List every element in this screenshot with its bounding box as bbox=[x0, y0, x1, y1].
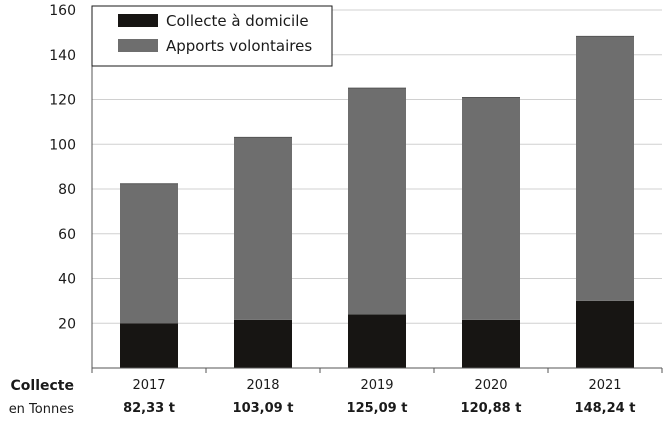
bar-2017-series-1 bbox=[120, 183, 178, 324]
bar-2021-series-1 bbox=[576, 36, 634, 301]
bar-2021-series-0 bbox=[576, 300, 634, 368]
legend-label-collecte-domicile: Collecte à domicile bbox=[166, 12, 309, 30]
y-tick-label-20: 20 bbox=[58, 316, 76, 332]
total-value-2019: 125,09 t bbox=[347, 401, 408, 416]
totals-row: Collecte en Tonnes 82,33 t 103,09 t 125,09… bbox=[9, 378, 636, 417]
legend-swatch-apports-volontaires bbox=[118, 39, 158, 52]
legend-label-apports-volontaires: Apports volontaires bbox=[166, 37, 312, 55]
total-value-2021: 148,24 t bbox=[575, 401, 636, 416]
bar-2020-series-1 bbox=[462, 97, 520, 320]
y-tick-label-120: 120 bbox=[49, 93, 76, 109]
axes bbox=[91, 10, 663, 373]
bars bbox=[120, 35, 634, 368]
legend: Collecte à domicile Apports volontaires bbox=[91, 5, 333, 67]
y-tick-label-40: 40 bbox=[58, 272, 76, 288]
totals-row-subtitle: en Tonnes bbox=[9, 402, 75, 417]
y-tick-label-100: 100 bbox=[49, 137, 76, 153]
x-category-label-2018: 2018 bbox=[246, 378, 279, 393]
y-tick-label-140: 140 bbox=[49, 48, 76, 64]
x-category-label-2019: 2019 bbox=[360, 378, 393, 393]
y-tick-label-60: 60 bbox=[58, 227, 76, 243]
x-category-label-2021: 2021 bbox=[588, 378, 621, 393]
totals-row-title: Collecte bbox=[11, 378, 74, 394]
total-value-2017: 82,33 t bbox=[123, 401, 175, 416]
y-tick-label-80: 80 bbox=[58, 182, 76, 198]
x-category-labels: 2017 2018 2019 2020 2021 bbox=[132, 378, 621, 393]
bar-2018-series-1 bbox=[234, 137, 292, 320]
bar-2019-series-0 bbox=[348, 314, 406, 368]
x-category-label-2020: 2020 bbox=[474, 378, 507, 393]
bar-2018-series-0 bbox=[234, 319, 292, 368]
bar-2019-series-1 bbox=[348, 88, 406, 315]
legend-swatch-collecte-domicile bbox=[118, 14, 158, 27]
x-category-label-2017: 2017 bbox=[132, 378, 165, 393]
bar-2020-series-0 bbox=[462, 319, 520, 368]
y-tick-label-160: 160 bbox=[49, 3, 76, 19]
bar-2017-series-0 bbox=[120, 323, 178, 368]
total-value-2018: 103,09 t bbox=[233, 401, 294, 416]
total-value-2020: 120,88 t bbox=[461, 401, 522, 416]
y-tick-labels: 20 40 60 80 100 120 140 160 bbox=[49, 3, 76, 332]
